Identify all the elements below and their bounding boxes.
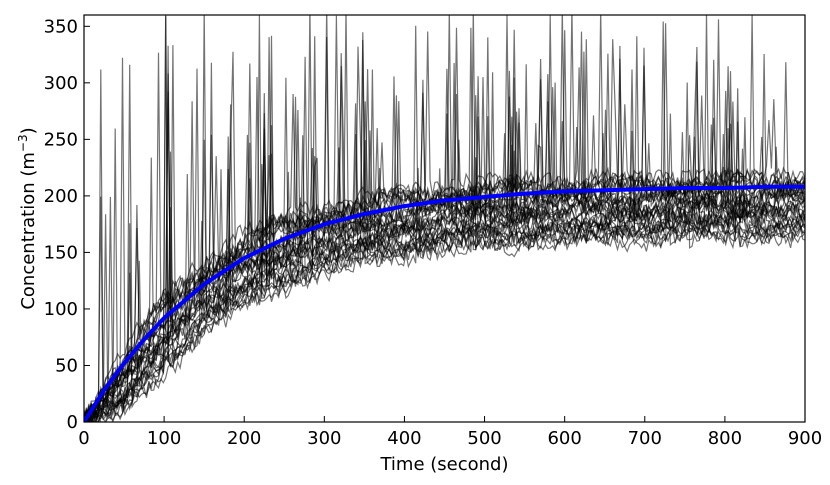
trajectory-lines (84, 15, 805, 422)
trajectory-line (84, 15, 805, 422)
x-tick-label: 600 (547, 428, 581, 449)
trajectory-line (84, 15, 805, 422)
y-tick-label: 350 (44, 16, 78, 37)
x-tick-label: 800 (708, 428, 742, 449)
trajectory-line (84, 133, 805, 422)
x-tick-label: 700 (628, 428, 662, 449)
y-axis-label: Concentration (m−3) (16, 127, 39, 309)
mean-curve-layer (84, 184, 805, 422)
x-tick-label: 500 (467, 428, 501, 449)
x-tick-label: 0 (78, 428, 89, 449)
y-tick-label: 100 (44, 299, 78, 320)
x-axis-ticks: 0 100 200 300 400 500 600 700 800 900 (78, 416, 822, 449)
trajectory-line (84, 15, 805, 419)
y-tick-label: 250 (44, 129, 78, 150)
x-tick-label: 400 (387, 428, 421, 449)
x-tick-label: 300 (307, 428, 341, 449)
y-axis-ticks: 0 50 100 150 200 250 300 350 (44, 16, 90, 433)
y-tick-label: 200 (44, 186, 78, 207)
x-tick-label: 900 (788, 428, 822, 449)
x-tick-label: 200 (227, 428, 261, 449)
y-tick-label: 0 (67, 412, 78, 433)
y-tick-label: 300 (44, 73, 78, 94)
x-axis-label: Time (second) (379, 454, 508, 475)
plot-frame (83, 14, 806, 423)
y-tick-label: 150 (44, 242, 78, 263)
trajectory-line (84, 59, 805, 419)
mean-concentration-line (84, 184, 805, 422)
trajectory-line (84, 19, 805, 422)
x-tick-label: 100 (147, 428, 181, 449)
y-tick-label: 50 (55, 355, 78, 376)
